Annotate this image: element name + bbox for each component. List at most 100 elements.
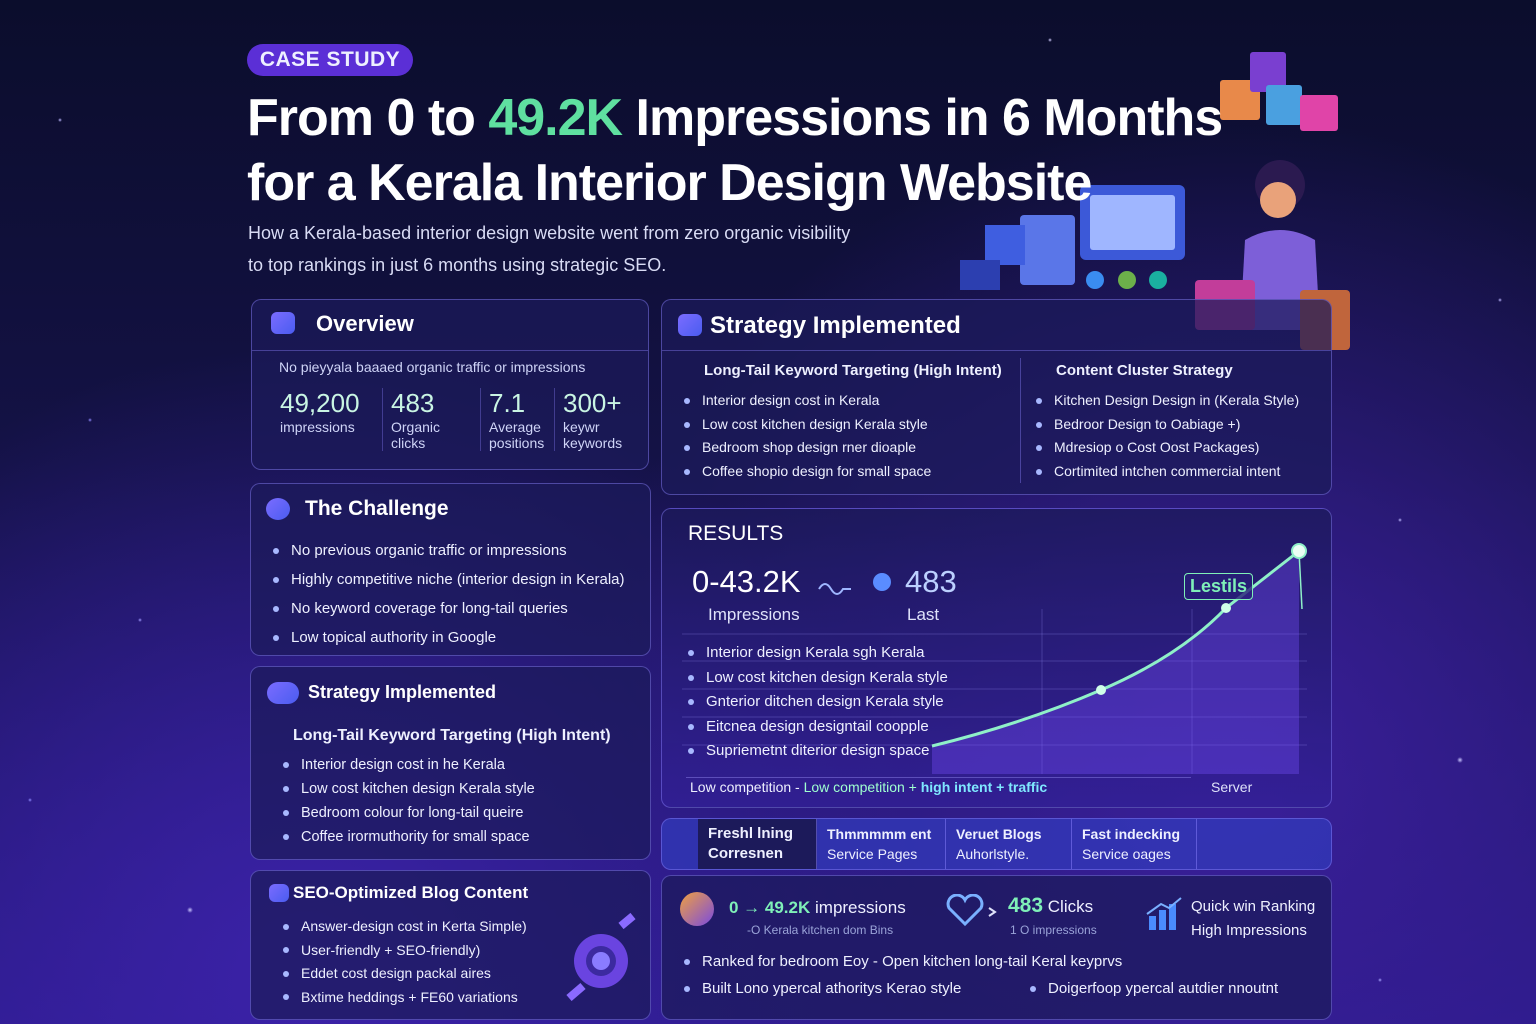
bullet-item: No previous organic traffic or impressio…	[271, 536, 625, 565]
tab: Freshl lning Corresnen	[698, 819, 817, 869]
stat: 483 Organic clicks	[382, 388, 477, 451]
bullet-item: No keyword coverage for long-tail querie…	[271, 594, 625, 623]
bullet-item: Bedroom shop design rner dioaple	[682, 436, 931, 460]
blog-icon	[566, 912, 636, 1001]
metric-label: Last	[907, 605, 940, 624]
card-title: Strategy Implemented	[710, 312, 961, 339]
bullet-item: Interior design cost in Kerala	[682, 389, 931, 413]
tab: Fast indecking Service oages	[1072, 819, 1197, 869]
stat-value: 483	[1008, 894, 1044, 917]
tab: Veruet Blogs Auhorlstyle.	[946, 819, 1072, 869]
card-title: Strategy Implemented	[308, 682, 497, 702]
column-heading: Long-Tail Keyword Targeting (High Intent…	[704, 362, 1002, 379]
stat-sub: 1 O impressions	[1010, 923, 1097, 937]
bullet-item: Eitcnea design designtail coopple	[686, 715, 948, 740]
results-chart	[682, 543, 1307, 774]
heart-icon	[946, 894, 997, 927]
subtitle: How a Kerala-based interior design websi…	[248, 223, 851, 243]
bullet-item: Bedroom colour for long-tail queire	[281, 801, 535, 825]
metric-value: 483	[905, 564, 957, 599]
summary-stat: 0 → 49.2K impressions	[729, 898, 906, 918]
summary-item: Doigerfoop ypercal autdier nnoutnt	[1028, 975, 1278, 1002]
bullet-item: User-friendly + SEO-friendly)	[281, 939, 527, 963]
stat-row: 49,200 impressions 483 Organic clicks 7.1 Ave…	[252, 388, 650, 464]
stat: 7.1 Average positions	[480, 388, 552, 451]
tab-text: Auhorlstyle.	[956, 846, 1030, 862]
title-part: Impressions in 6 Months	[622, 89, 1224, 147]
stat: 49,200 impressions	[280, 388, 380, 435]
stat-label: Clicks	[1047, 897, 1094, 916]
summary-list: Doigerfoop ypercal autdier nnoutnt	[1028, 975, 1278, 1002]
bullet-item: Kitchen Design Design in (Kerala Style)	[1034, 389, 1299, 413]
stat-value: 0 → 49.2K	[729, 898, 811, 917]
footer-highlight: high intent + traffic	[920, 779, 1048, 795]
stat-sub: -O Kerala kitchen dom Bins	[747, 923, 894, 937]
stat-label: Average positions	[489, 419, 545, 451]
tab-text: Freshl lning	[708, 825, 794, 842]
strategy-top-card: Strategy Implemented Long-Tail Keyword T…	[661, 299, 1332, 495]
title-part: From 0 to	[247, 89, 489, 147]
stat-value: 483	[391, 388, 435, 418]
bullet-item: Gnterior ditchen design Kerala style	[686, 690, 948, 715]
footer-part: Low competition -	[690, 779, 804, 795]
stat-label: High Impressions	[1191, 922, 1307, 939]
stat: 300+ keywr keywords	[554, 388, 646, 451]
card-title: Overview	[316, 311, 414, 336]
title-highlight: 49.2K	[488, 89, 623, 147]
stat-value: Quick win Ranking	[1191, 898, 1316, 915]
section-heading: Long-Tail Keyword Targeting (High Intent…	[293, 727, 611, 744]
bullet-item: Mdresiop o Cost Oost Packages)	[1034, 436, 1299, 460]
bullet-item: Answer-design cost in Kerta Simple)	[281, 915, 527, 939]
results-footer: Low competition - Low competition + high…	[690, 779, 1047, 795]
summary-stat: 483 Clicks	[1008, 894, 1093, 918]
results-card: RESULTS 0-43.2K Impressions 483 Last Les…	[661, 508, 1332, 808]
summary-list: Ranked for bedroom Eoy - Open kitchen lo…	[682, 948, 1122, 1002]
bullet-list: Answer-design cost in Kerta Simple) User-…	[281, 915, 527, 1009]
bar-icon	[1146, 897, 1182, 930]
stat-value: 49,200	[280, 388, 360, 418]
tab-text: Corresnen	[708, 845, 784, 862]
bullet-item: Supriemetnt diterior design space	[686, 739, 948, 764]
stat-label: impressions	[280, 419, 355, 435]
card-title: The Challenge	[305, 497, 449, 520]
subtitle: to top rankings in just 6 months using s…	[248, 255, 667, 275]
tab-text: Service Pages	[827, 846, 918, 862]
title-line-1: From 0 to 49.2K Impressions in 6 Months	[247, 88, 1224, 148]
tab-text: Thmmmmm ent	[827, 826, 932, 842]
stat-label: keywr keywords	[563, 419, 623, 451]
metric-value: 0-43.2K	[692, 564, 801, 599]
bullet-list: Kitchen Design Design in (Kerala Style) B…	[1034, 389, 1299, 484]
challenge-card: The Challenge No previous organic traffi…	[250, 483, 651, 656]
bullet-item: Bxtime heddings + FE60 variations	[281, 986, 527, 1010]
summary-stat: Quick win Ranking High Impressions	[1191, 895, 1315, 943]
stat-value: 7.1	[489, 388, 526, 418]
bullet-item: Coffee shopio design for small space	[682, 460, 931, 484]
tab-text: Veruet Blogs	[956, 826, 1042, 842]
tab: Thmmmmm ent Service Pages	[817, 819, 946, 869]
summary-card: 0 → 49.2K impressions -O Kerala kitchen …	[661, 875, 1332, 1020]
bullet-item: Cortimited intchen commercial intent	[1034, 460, 1299, 484]
title-line-2: for a Kerala Interior Design Website	[247, 154, 1092, 212]
tab-bar: Freshl lning Corresnen Thmmmmm ent Service …	[661, 818, 1332, 870]
strategy-card: Strategy Implemented Long-Tail Keyword T…	[250, 666, 651, 860]
badge: CASE STUDY	[247, 44, 413, 76]
stat-label: impressions	[815, 898, 906, 917]
bullet-item: Low cost kitchen design Kerala style	[682, 413, 931, 437]
summary-item: Built Lono ypercal athoritys Kerao style	[682, 975, 1122, 1002]
tab-text: Fast indecking	[1082, 826, 1181, 842]
bullet-item: Interior design cost in he Kerala	[281, 753, 535, 777]
footer-part: Low competition +	[803, 779, 921, 795]
metric-label: Impressions	[708, 605, 800, 624]
bullet-item: Highly competitive niche (interior desig…	[271, 565, 625, 594]
blog-card: SEO-Optimized Blog Content Answer-design…	[250, 870, 651, 1020]
overview-note: No pieyyala baaaed organic traffic or im…	[279, 359, 586, 375]
bullet-item: Bedroor Design to Oabiage +)	[1034, 413, 1299, 437]
card-title: SEO-Optimized Blog Content	[293, 883, 529, 902]
results-title: RESULTS	[688, 522, 784, 545]
bullet-item: Low cost kitchen design Kerala style	[686, 666, 948, 691]
bullet-list: Interior design Kerala sgh Kerala Low cos…	[686, 641, 948, 764]
stat-value: 300+	[563, 388, 622, 418]
tab-text: Service oages	[1082, 846, 1171, 862]
summary-item: Ranked for bedroom Eoy - Open kitchen lo…	[682, 948, 1122, 975]
